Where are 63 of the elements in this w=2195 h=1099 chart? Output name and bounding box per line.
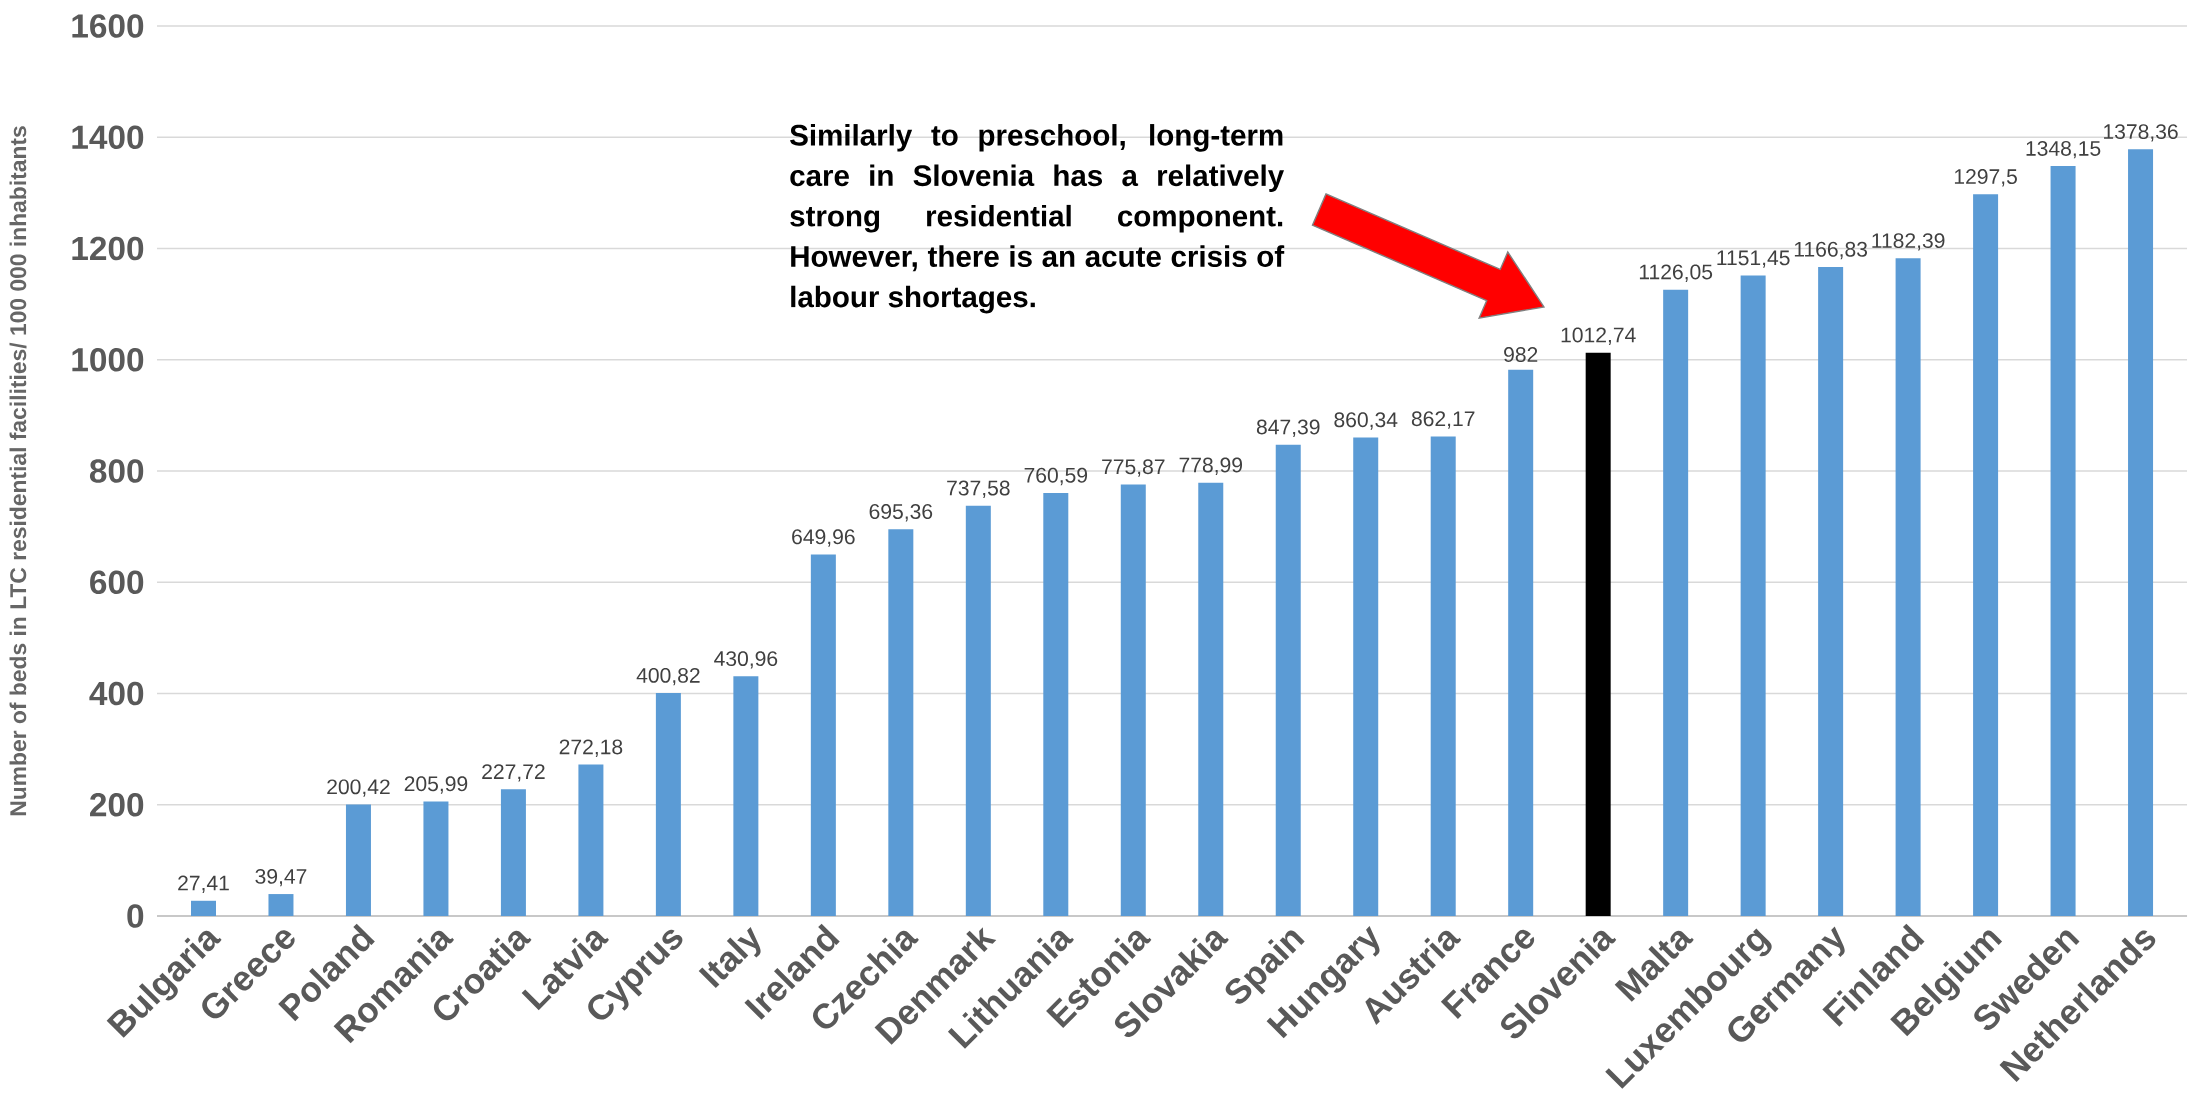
bar bbox=[2050, 166, 2076, 917]
data-label: 1126,05 bbox=[1639, 264, 1713, 282]
bar bbox=[1198, 482, 1224, 917]
bar bbox=[500, 789, 526, 917]
y-tick-label: 1400 bbox=[72, 125, 144, 150]
bar bbox=[1043, 492, 1069, 917]
data-label: 1348,15 bbox=[2026, 140, 2101, 159]
bar bbox=[965, 505, 991, 917]
bar bbox=[1895, 258, 1921, 917]
bar bbox=[2128, 149, 2154, 917]
bar bbox=[1740, 275, 1766, 917]
bar bbox=[733, 676, 759, 917]
annotation: Similarly to preschool, long-term care in Slovenia has a relatively strong residential component. However, there is an acute crisis of labour shortages. bbox=[790, 124, 1285, 314]
bar bbox=[1353, 437, 1379, 917]
bar bbox=[655, 693, 681, 917]
bar bbox=[888, 529, 914, 917]
data-label: 205,99 bbox=[404, 776, 468, 794]
data-label: 1378,36 bbox=[2104, 124, 2178, 142]
bar bbox=[345, 804, 371, 917]
data-label: 272,18 bbox=[559, 739, 623, 757]
y-tick-label: 400 bbox=[89, 681, 144, 706]
bar bbox=[1120, 484, 1146, 917]
bar bbox=[423, 801, 449, 917]
bar bbox=[578, 764, 604, 917]
data-label: 1012,74 bbox=[1561, 327, 1636, 345]
y-tick-label: 1600 bbox=[72, 14, 144, 38]
y-axis-title: Number of beds in LTC residential facilities/ 100 000 inhabitants bbox=[9, 126, 27, 816]
data-label: 760,59 bbox=[1024, 467, 1088, 486]
data-label: 27,41 bbox=[178, 875, 229, 894]
data-label: 695,36 bbox=[869, 504, 933, 522]
bar bbox=[190, 900, 216, 917]
data-label: 737,58 bbox=[947, 480, 1010, 498]
data-label: 1182,39 bbox=[1872, 233, 1945, 251]
y-tick-label: 1200 bbox=[72, 236, 144, 261]
y-tick-label: 200 bbox=[90, 792, 144, 817]
data-label: 982 bbox=[1504, 347, 1538, 363]
data-label: 649,96 bbox=[792, 529, 855, 547]
bar bbox=[1508, 369, 1534, 917]
data-label: 430,96 bbox=[714, 651, 778, 669]
y-tick-label: 1000 bbox=[72, 347, 144, 372]
bar bbox=[1275, 444, 1301, 917]
bar bbox=[1818, 266, 1844, 917]
bar bbox=[1585, 352, 1611, 917]
data-label: 227,72 bbox=[482, 764, 545, 782]
bar bbox=[1430, 436, 1456, 917]
data-label: 860,34 bbox=[1334, 412, 1398, 430]
data-label: 1166,83 bbox=[1794, 241, 1868, 260]
data-label: 400,82 bbox=[636, 667, 700, 686]
data-label: 862,17 bbox=[1411, 411, 1475, 429]
bar bbox=[268, 894, 294, 917]
data-label: 778,99 bbox=[1179, 457, 1243, 475]
y-tick-label: 600 bbox=[90, 570, 144, 595]
data-label: 39,47 bbox=[255, 868, 307, 887]
bar bbox=[1973, 194, 1999, 917]
bar bbox=[810, 554, 836, 917]
data-label: 1151,45 bbox=[1717, 250, 1790, 268]
bar bbox=[1663, 289, 1689, 917]
y-tick-label: 800 bbox=[89, 459, 144, 483]
data-label: 847,39 bbox=[1256, 419, 1320, 437]
data-label: 1297,5 bbox=[1954, 169, 2017, 187]
data-label: 200,42 bbox=[327, 779, 390, 797]
y-tick-label: 0 bbox=[127, 904, 144, 928]
data-label: 775,87 bbox=[1102, 459, 1165, 477]
